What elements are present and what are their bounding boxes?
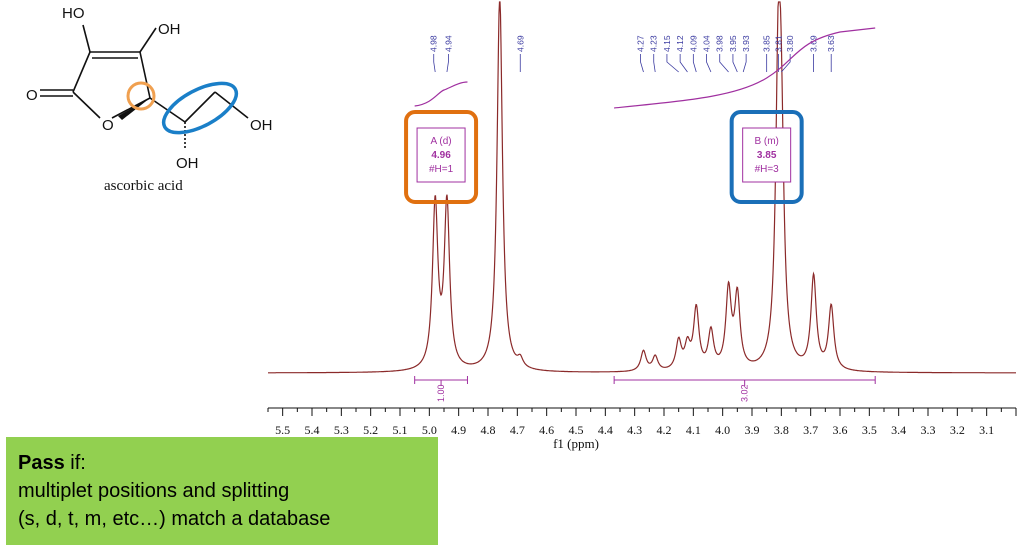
ring-bond	[72, 91, 101, 119]
peak-label: 3.98	[715, 35, 725, 52]
peak-label: 3.81	[773, 35, 783, 52]
peak-label: 3.93	[741, 35, 751, 52]
x-tick-label: 3.5	[862, 423, 877, 437]
peak-label: 4.23	[649, 35, 659, 52]
peak-label: 4.98	[429, 35, 439, 52]
pass-criteria-box: Pass if: multiplet positions and splitti…	[6, 437, 438, 545]
peak-label: 4.04	[702, 35, 712, 52]
atom-label-oh: OH	[176, 155, 199, 172]
integral-curve	[414, 81, 468, 107]
pass-line-2: multiplet positions and splitting	[18, 480, 290, 502]
peak-label-leader	[719, 54, 729, 73]
peak-label: 4.69	[515, 35, 525, 52]
x-tick-label: 4.8	[481, 423, 496, 437]
peak-label: 4.94	[443, 35, 453, 52]
x-tick-label: 3.8	[774, 423, 789, 437]
integration-value: 1.00	[436, 384, 446, 402]
ho-bond	[82, 24, 91, 53]
multiplet-info-box	[416, 127, 466, 183]
multiplet-info-box	[742, 127, 792, 183]
peak-label: 4.12	[675, 35, 685, 52]
peak-label-leader	[742, 54, 747, 73]
x-tick-label: 4.7	[510, 423, 525, 437]
peak-label-leader	[640, 54, 644, 73]
peak-label-leader	[433, 54, 436, 73]
oh-bond	[139, 27, 157, 53]
highlight-orange-ring	[126, 81, 156, 111]
ring-bond	[72, 51, 91, 93]
peak-label-leader	[666, 54, 679, 73]
integration-value: 3.02	[740, 384, 750, 402]
x-tick-label: 5.2	[363, 423, 378, 437]
peak-label: 3.63	[826, 35, 836, 52]
pass-word: Pass	[18, 452, 65, 474]
multiplet-info-text: 3.85	[757, 150, 777, 161]
side-chain-bond	[184, 91, 216, 123]
x-tick-label: 5.0	[422, 423, 437, 437]
x-tick-label: 5.3	[334, 423, 349, 437]
peak-label-leader	[732, 54, 738, 73]
peak-label: 3.80	[785, 35, 795, 52]
x-tick-label: 4.0	[715, 423, 730, 437]
x-tick-label: 3.6	[833, 423, 848, 437]
highlight-blue-ellipse	[161, 81, 239, 135]
atom-label-oh: OH	[250, 117, 273, 134]
atom-label-ho: HO	[62, 5, 85, 22]
pass-line-3: (s, d, t, m, etc…) match a database	[18, 508, 331, 530]
x-tick-label: 4.4	[598, 423, 613, 437]
x-tick-label: 5.4	[305, 423, 320, 437]
ascorbic-acid-structure	[40, 24, 249, 150]
x-tick-label: 3.2	[950, 423, 965, 437]
peak-label-leader	[692, 54, 697, 73]
molecule-name: ascorbic acid	[104, 178, 183, 194]
multiplet-info-text: #H=1	[429, 164, 454, 175]
peak-label: 3.69	[809, 35, 819, 52]
x-tick-label: 4.2	[657, 423, 672, 437]
peak-label-leader	[653, 54, 656, 73]
x-tick-label: 3.3	[921, 423, 936, 437]
peak-label-leader	[706, 54, 712, 73]
x-tick-label: 5.5	[275, 423, 290, 437]
multiplet-info-text: B (m)	[754, 136, 778, 147]
x-axis-label: f1 (ppm)	[553, 436, 599, 451]
peak-label-leader	[446, 54, 449, 73]
pass-title-rest: if:	[64, 452, 86, 474]
wedge-bond	[118, 98, 150, 120]
molecule-labels: HO OH O O OH OH	[26, 5, 273, 172]
peak-label-leader	[679, 54, 688, 73]
x-tick-label: 5.1	[393, 423, 408, 437]
x-tick-label: 3.1	[979, 423, 994, 437]
x-tick-label: 4.1	[686, 423, 701, 437]
multiplet-info-text: #H=3	[755, 164, 780, 175]
peak-label: 3.85	[762, 35, 772, 52]
spectrum-trace	[268, 1, 1016, 374]
atom-label-oh: OH	[158, 21, 181, 38]
multiplet-info-text: 4.96	[431, 150, 451, 161]
peak-label-leader	[781, 54, 791, 73]
x-tick-label: 4.3	[627, 423, 642, 437]
x-tick-label: 3.9	[745, 423, 760, 437]
multiplet-info-text: A (d)	[431, 136, 452, 147]
atom-label-o-ring: O	[102, 117, 114, 134]
atom-label-o-carbonyl: O	[26, 87, 38, 104]
pass-title: Pass if:	[18, 449, 438, 477]
x-tick-label: 4.6	[539, 423, 554, 437]
x-tick-label: 3.7	[803, 423, 818, 437]
peak-label: 4.27	[636, 35, 646, 52]
peak-label: 4.09	[688, 35, 698, 52]
x-tick-label: 3.4	[891, 423, 906, 437]
integral-curve	[614, 27, 876, 109]
ring-bond	[111, 97, 151, 119]
peak-label: 4.15	[662, 35, 672, 52]
multiplet-highlight-box	[404, 110, 479, 204]
x-tick-label: 4.5	[569, 423, 584, 437]
multiplet-highlight-box	[729, 110, 804, 204]
x-tick-label: 4.9	[451, 423, 466, 437]
spectrum-plot: 5.5 5.4 5.3 5.2 5.1 5.0 4.9 4.8 4.7 4.6 4.5 4.4 4.3 4…	[267, 1, 1017, 451]
ring-bond	[139, 51, 151, 99]
peak-label: 3.95	[728, 35, 738, 52]
